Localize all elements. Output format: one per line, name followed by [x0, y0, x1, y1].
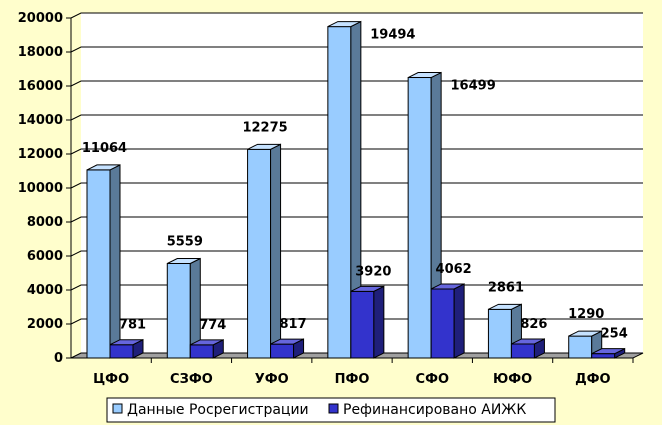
legend-swatch — [328, 403, 339, 414]
bar-top — [167, 257, 201, 264]
legend-label: Рефинансировано АИЖК — [343, 402, 526, 418]
gridline — [70, 46, 643, 53]
x-tick-label: УФО — [255, 372, 289, 387]
bar-aizhk — [189, 344, 214, 359]
data-label: 826 — [520, 317, 547, 332]
data-label: 4062 — [436, 262, 472, 277]
bar-top — [190, 339, 224, 346]
bar-rosreg — [247, 148, 272, 359]
bar-top — [109, 339, 144, 346]
bar-top — [86, 164, 121, 171]
y-tick-label: 0 — [54, 351, 63, 366]
legend-label: Данные Росрегистрации — [127, 402, 309, 418]
bar-top — [350, 285, 385, 292]
data-label: 254 — [601, 327, 628, 342]
x-tick-label: СФО — [416, 372, 449, 387]
bar-aizhk — [591, 353, 616, 359]
gridline — [70, 80, 643, 87]
data-label: 817 — [280, 317, 307, 332]
bar-top — [327, 21, 362, 28]
gridline — [70, 12, 643, 19]
bar-aizhk — [430, 288, 455, 359]
y-tick-label: 16000 — [18, 79, 63, 94]
gridline — [70, 182, 643, 189]
data-label: 12275 — [242, 120, 287, 135]
data-label: 16499 — [451, 79, 496, 94]
bar-rosreg — [86, 169, 111, 359]
x-tick-label: ДФО — [575, 372, 611, 387]
bar-aizhk — [270, 343, 295, 359]
y-tick-label: 10000 — [18, 181, 63, 196]
y-tick-label: 8000 — [27, 215, 63, 230]
gridline — [70, 148, 643, 155]
y-tick-label: 12000 — [18, 147, 63, 162]
bar-top — [591, 348, 625, 355]
gridline — [70, 216, 643, 223]
x-tick-label: СЗФО — [170, 372, 213, 387]
bar-top — [568, 330, 602, 337]
data-label: 781 — [119, 318, 146, 333]
legend-swatch — [112, 403, 123, 414]
data-label: 5559 — [167, 234, 203, 249]
bar-side — [453, 283, 465, 359]
gridline — [70, 250, 643, 257]
bar-rosreg — [487, 308, 512, 359]
bar-rosreg — [407, 77, 432, 359]
x-tick-label: ЮФО — [493, 372, 532, 387]
bar-aizhk — [109, 344, 134, 359]
bar-rosreg — [166, 262, 191, 359]
y-tick-label: 14000 — [18, 113, 63, 128]
bar-top — [430, 283, 465, 290]
bar-top — [247, 143, 281, 150]
bar-top — [270, 338, 304, 345]
y-tick-label: 20000 — [18, 11, 63, 26]
bar-top — [511, 338, 545, 345]
data-label: 774 — [199, 318, 226, 333]
bar-rosreg — [568, 335, 593, 359]
data-label: 3920 — [355, 264, 391, 279]
data-label: 1290 — [568, 307, 604, 322]
bar-top — [407, 72, 442, 79]
data-label: 11064 — [82, 141, 127, 156]
x-tick-label: ПФО — [335, 372, 370, 387]
bar-aizhk — [510, 343, 535, 359]
bar-side — [373, 285, 385, 359]
bar-top — [488, 303, 522, 310]
bar-rosreg — [327, 26, 352, 359]
gridline — [70, 114, 643, 121]
data-label: 2861 — [488, 280, 524, 295]
y-tick-label: 4000 — [27, 283, 63, 298]
data-label: 19494 — [370, 28, 415, 43]
bar-aizhk — [350, 290, 375, 359]
y-tick-label: 2000 — [27, 317, 63, 332]
y-tick-label: 18000 — [18, 45, 63, 60]
y-tick-label: 6000 — [27, 249, 63, 264]
x-tick-label: ЦФО — [93, 372, 129, 387]
